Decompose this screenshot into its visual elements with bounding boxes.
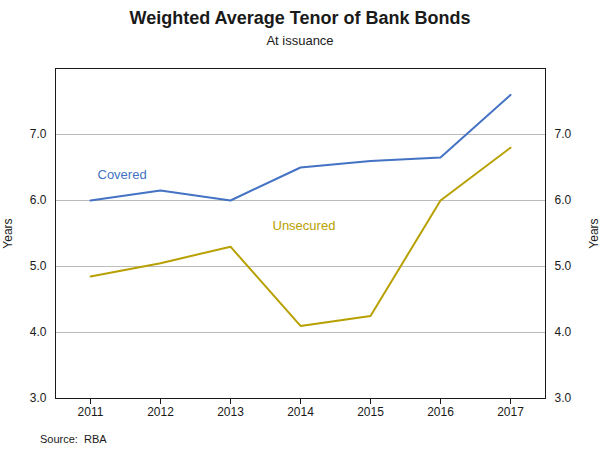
svg-text:6.0: 6.0: [555, 193, 572, 207]
svg-text:3.0: 3.0: [555, 391, 572, 405]
svg-text:2015: 2015: [357, 405, 384, 419]
svg-text:Unsecured: Unsecured: [273, 218, 336, 233]
svg-text:2014: 2014: [287, 405, 314, 419]
svg-text:6.0: 6.0: [30, 193, 47, 207]
svg-text:4.0: 4.0: [30, 325, 47, 339]
svg-text:2017: 2017: [497, 405, 524, 419]
svg-text:2011: 2011: [78, 405, 104, 419]
html-text:Weighted Average Tenor of Bank: Weighted Average Tenor of Bank Bonds: [129, 8, 471, 28]
svg-text:7.0: 7.0: [555, 127, 572, 141]
svg-text:Covered: Covered: [98, 167, 147, 182]
svg-text:2013: 2013: [217, 405, 244, 419]
svg-text:5.0: 5.0: [30, 259, 47, 273]
svg-text:5.0: 5.0: [555, 259, 572, 273]
svg-text:3.0: 3.0: [30, 391, 47, 405]
svg-text:4.0: 4.0: [555, 325, 572, 339]
html-text:At issuance: At issuance: [266, 33, 334, 48]
svg-text:2016: 2016: [427, 405, 454, 419]
svg-text:7.0: 7.0: [30, 127, 47, 141]
svg-text:Years: Years: [587, 218, 600, 248]
svg-text:Years: Years: [1, 218, 15, 248]
svg-text:2012: 2012: [147, 405, 174, 419]
html-text:Source: RBA: Source: RBA: [40, 433, 107, 445]
